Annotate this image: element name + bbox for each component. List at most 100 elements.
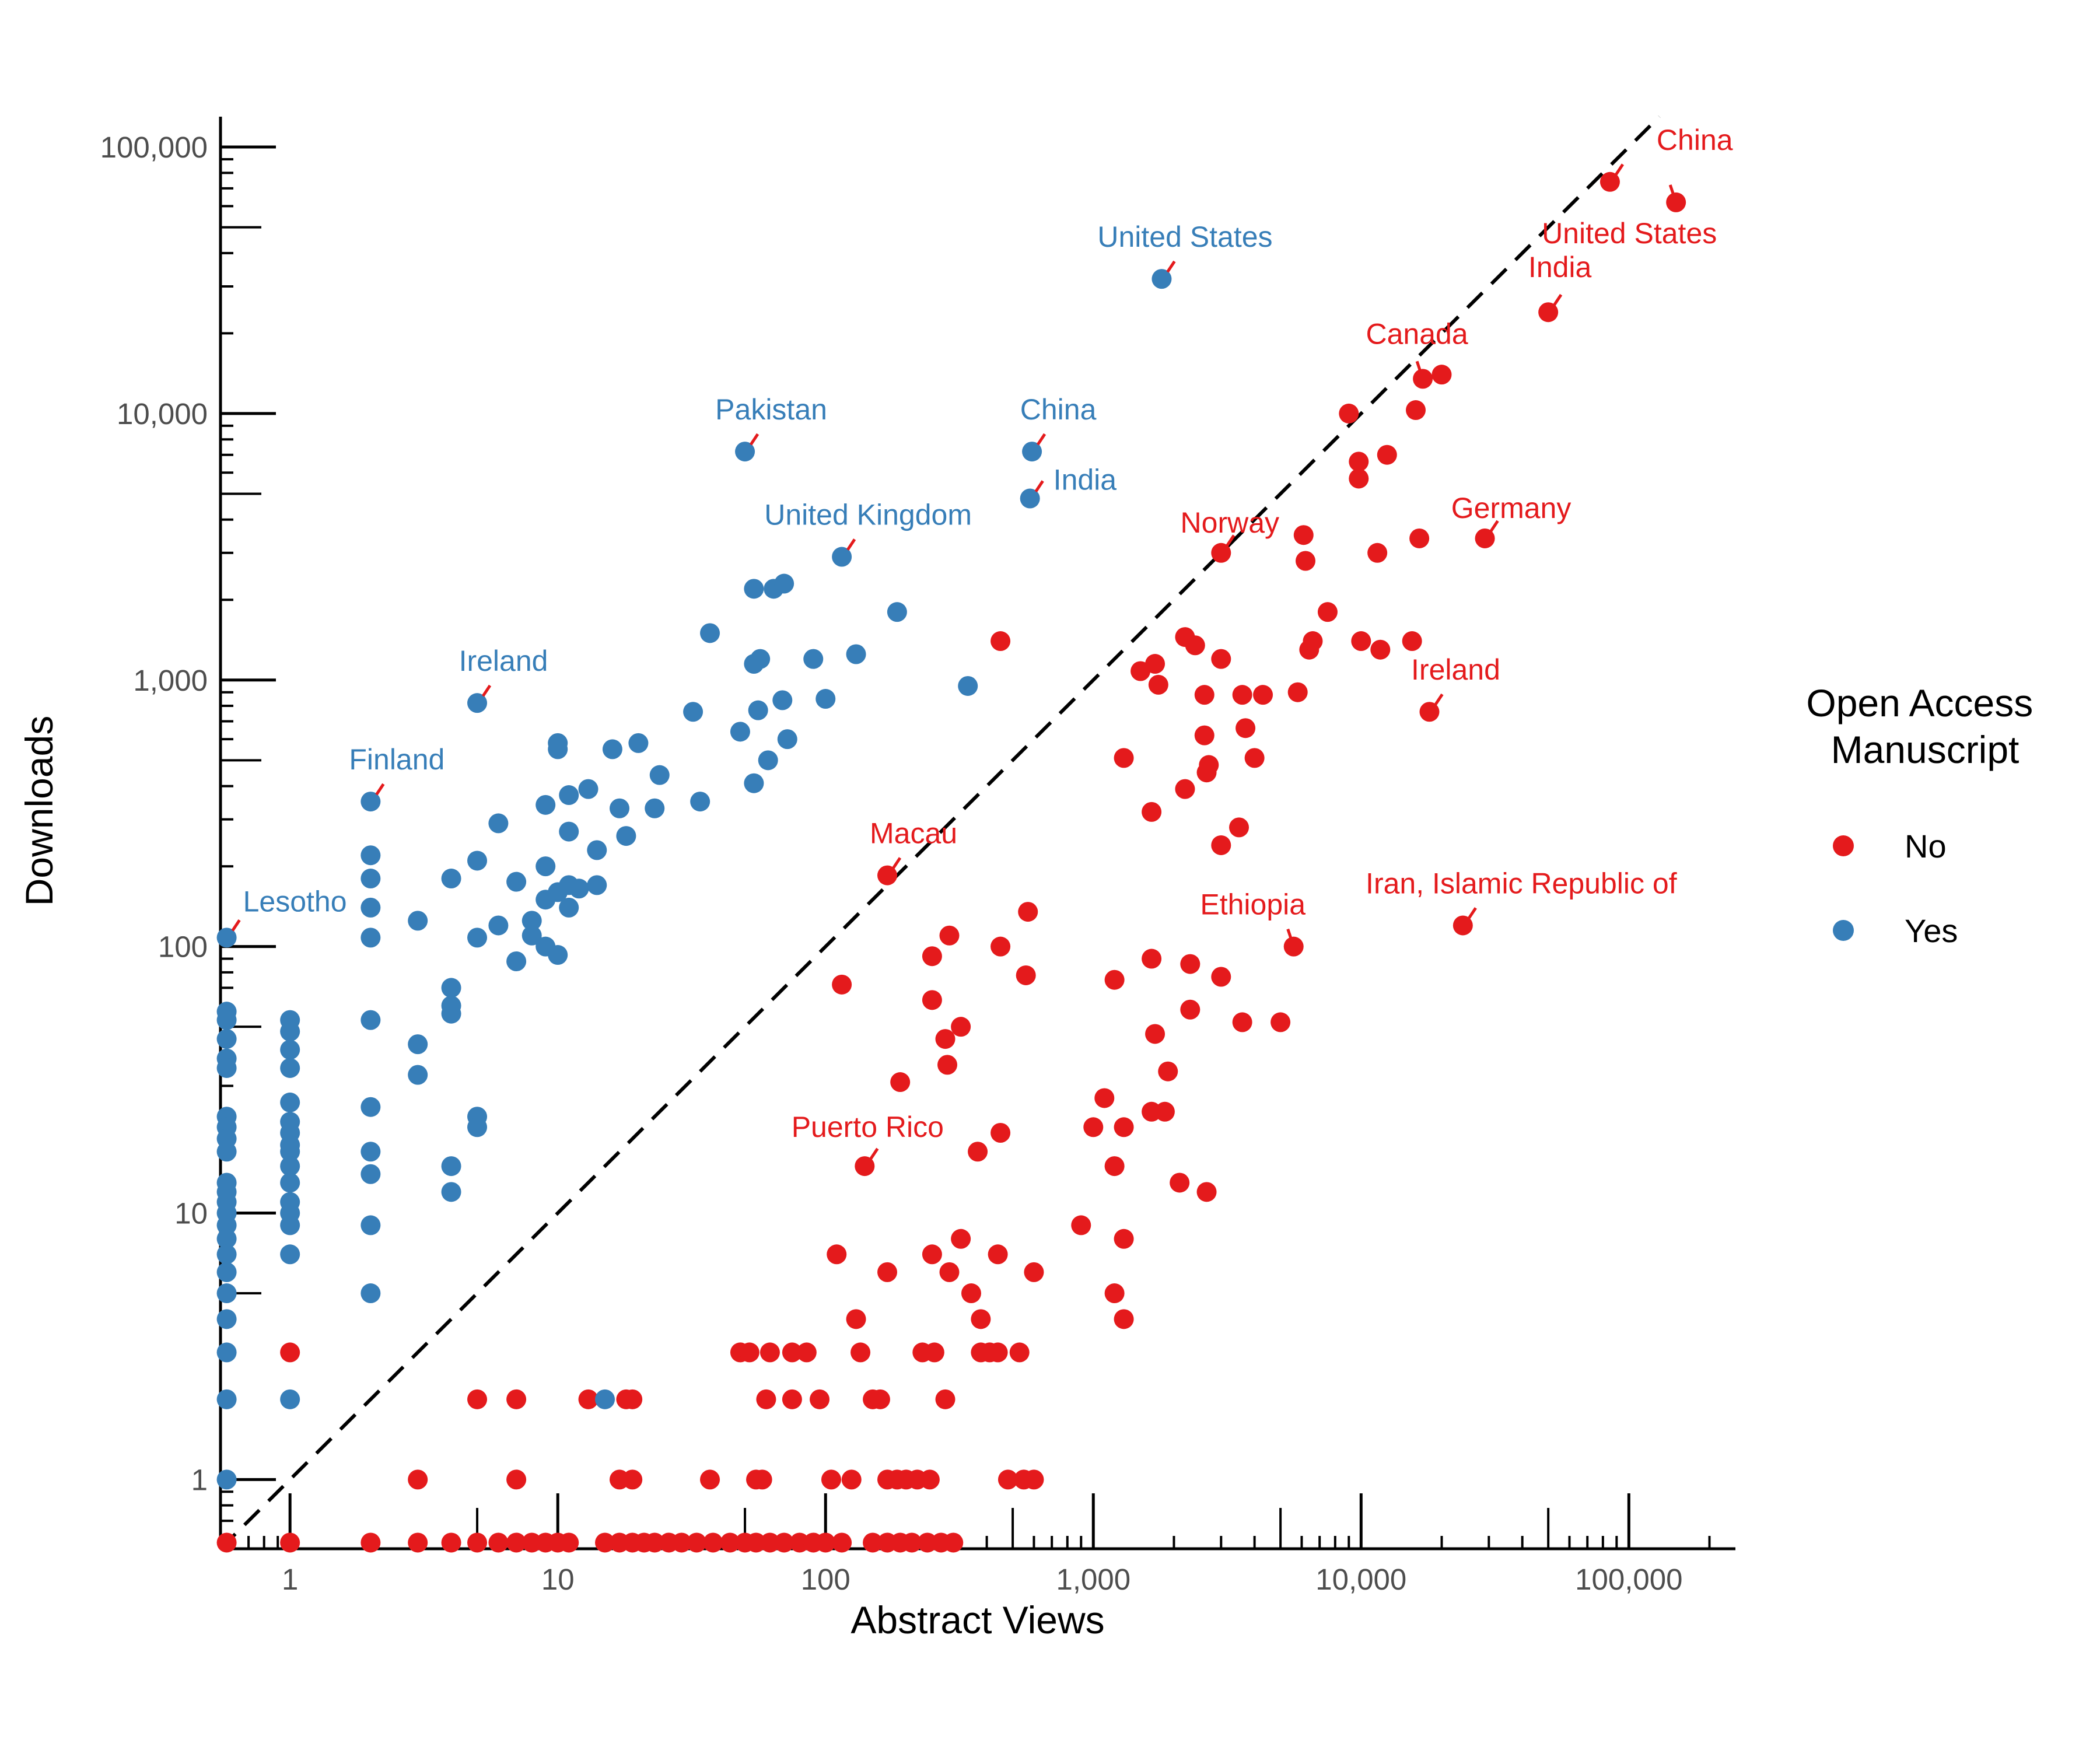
data-point-yes bbox=[216, 1228, 237, 1249]
point-label-no: Iran, Islamic Republic of bbox=[1366, 867, 1677, 900]
y-axis-title: Downloads bbox=[18, 716, 61, 907]
data-point-no bbox=[998, 1469, 1018, 1490]
data-point-no bbox=[1287, 682, 1308, 702]
data-point-no bbox=[467, 1532, 488, 1553]
data-point-yes bbox=[506, 951, 527, 972]
data-point-no bbox=[1199, 755, 1219, 775]
data-point-no bbox=[935, 1389, 956, 1409]
data-point-yes bbox=[360, 897, 381, 918]
x-tick-label: 1 bbox=[282, 1563, 298, 1596]
data-point-yes bbox=[690, 792, 710, 812]
data-point-yes bbox=[441, 869, 461, 889]
point-label-no: Macau bbox=[870, 817, 957, 850]
x-tick-label: 100 bbox=[801, 1563, 850, 1596]
point-label-no: Canada bbox=[1366, 317, 1468, 350]
data-point-no bbox=[280, 1532, 300, 1553]
data-point-no bbox=[1142, 949, 1162, 969]
data-point-yes bbox=[441, 1003, 461, 1024]
data-point-yes bbox=[700, 623, 720, 643]
data-point-no bbox=[816, 1532, 836, 1553]
legend: Open Access Manuscript No Yes bbox=[1806, 681, 2033, 949]
data-point-yes bbox=[887, 602, 907, 622]
data-point-no bbox=[1196, 1182, 1217, 1202]
legend-label-yes: Yes bbox=[1905, 912, 1958, 949]
data-point-no bbox=[943, 1532, 964, 1553]
data-point-yes bbox=[1022, 442, 1042, 462]
data-point-no bbox=[991, 631, 1011, 652]
y-tick-label: 10,000 bbox=[117, 397, 208, 430]
data-point-no bbox=[1024, 1262, 1044, 1282]
data-point-no bbox=[971, 1309, 991, 1329]
data-point-no bbox=[821, 1469, 841, 1490]
data-point-yes bbox=[216, 1262, 237, 1282]
data-point-no bbox=[922, 1244, 942, 1265]
data-point-no bbox=[1104, 1283, 1125, 1304]
data-point-no bbox=[1211, 542, 1231, 563]
data-point-no bbox=[1367, 542, 1388, 563]
data-point-no bbox=[408, 1532, 428, 1553]
point-label-no: Germany bbox=[1451, 492, 1572, 524]
data-point-no bbox=[832, 974, 852, 995]
data-point-no bbox=[1232, 685, 1252, 705]
data-point-no bbox=[739, 1342, 760, 1363]
data-point-yes bbox=[408, 1065, 428, 1085]
data-point-no bbox=[1083, 1117, 1104, 1138]
data-point-no bbox=[1538, 302, 1559, 323]
data-point-yes bbox=[578, 779, 598, 799]
label-leader bbox=[1226, 534, 1236, 547]
data-point-no bbox=[1114, 1117, 1134, 1138]
data-point-no bbox=[1317, 602, 1338, 622]
data-point-no bbox=[1270, 1012, 1291, 1032]
data-point-no bbox=[1114, 1309, 1134, 1329]
data-point-no bbox=[1293, 525, 1314, 545]
point-label-no: Puerto Rico bbox=[792, 1111, 944, 1143]
data-point-no bbox=[506, 1389, 527, 1409]
data-point-yes bbox=[280, 1172, 300, 1193]
y-tick-label: 10 bbox=[174, 1197, 208, 1230]
legend-swatch-no bbox=[1833, 835, 1854, 856]
data-point-no bbox=[1236, 718, 1256, 738]
data-point-yes bbox=[816, 689, 836, 709]
legend-title-line-2: Manuscript bbox=[1831, 728, 2020, 771]
data-point-yes bbox=[280, 1244, 300, 1265]
data-point-no bbox=[1145, 1024, 1166, 1044]
data-point-no bbox=[216, 1532, 237, 1553]
data-point-yes bbox=[846, 644, 866, 664]
point-label-yes: China bbox=[1020, 393, 1097, 426]
data-point-no bbox=[988, 1342, 1008, 1363]
data-point-yes bbox=[569, 878, 589, 899]
data-point-yes bbox=[216, 1309, 237, 1329]
data-point-no bbox=[850, 1342, 871, 1363]
point-label-no: China bbox=[1657, 124, 1733, 156]
data-point-yes bbox=[587, 840, 607, 860]
data-point-no bbox=[1349, 452, 1369, 472]
data-point-yes bbox=[441, 978, 461, 998]
data-point-no bbox=[1094, 1088, 1115, 1108]
data-point-yes bbox=[360, 1097, 381, 1117]
data-point-no bbox=[1016, 965, 1036, 985]
data-point-yes bbox=[360, 845, 381, 866]
data-point-yes bbox=[280, 1156, 300, 1177]
label-leader bbox=[1467, 907, 1477, 919]
data-point-no bbox=[1180, 999, 1200, 1020]
point-label-no: Ethiopia bbox=[1200, 888, 1306, 921]
data-point-no bbox=[1211, 835, 1231, 855]
data-point-no bbox=[1114, 1228, 1134, 1249]
data-point-no bbox=[559, 1532, 579, 1553]
data-point-no bbox=[1296, 551, 1316, 571]
data-point-no bbox=[1351, 631, 1371, 652]
data-point-yes bbox=[280, 1215, 300, 1236]
data-point-yes bbox=[216, 1215, 237, 1236]
label-leader bbox=[1434, 693, 1444, 706]
data-point-yes bbox=[559, 821, 579, 842]
data-point-yes bbox=[628, 733, 649, 753]
data-point-no bbox=[522, 1532, 542, 1553]
data-point-yes bbox=[536, 856, 556, 877]
point-label-yes: Ireland bbox=[459, 645, 548, 677]
data-point-no bbox=[1145, 654, 1166, 674]
data-point-yes bbox=[758, 750, 778, 771]
data-point-no bbox=[467, 1389, 488, 1409]
data-point-yes bbox=[649, 765, 670, 785]
data-point-yes bbox=[360, 792, 381, 812]
reference-line bbox=[219, 115, 1661, 1550]
